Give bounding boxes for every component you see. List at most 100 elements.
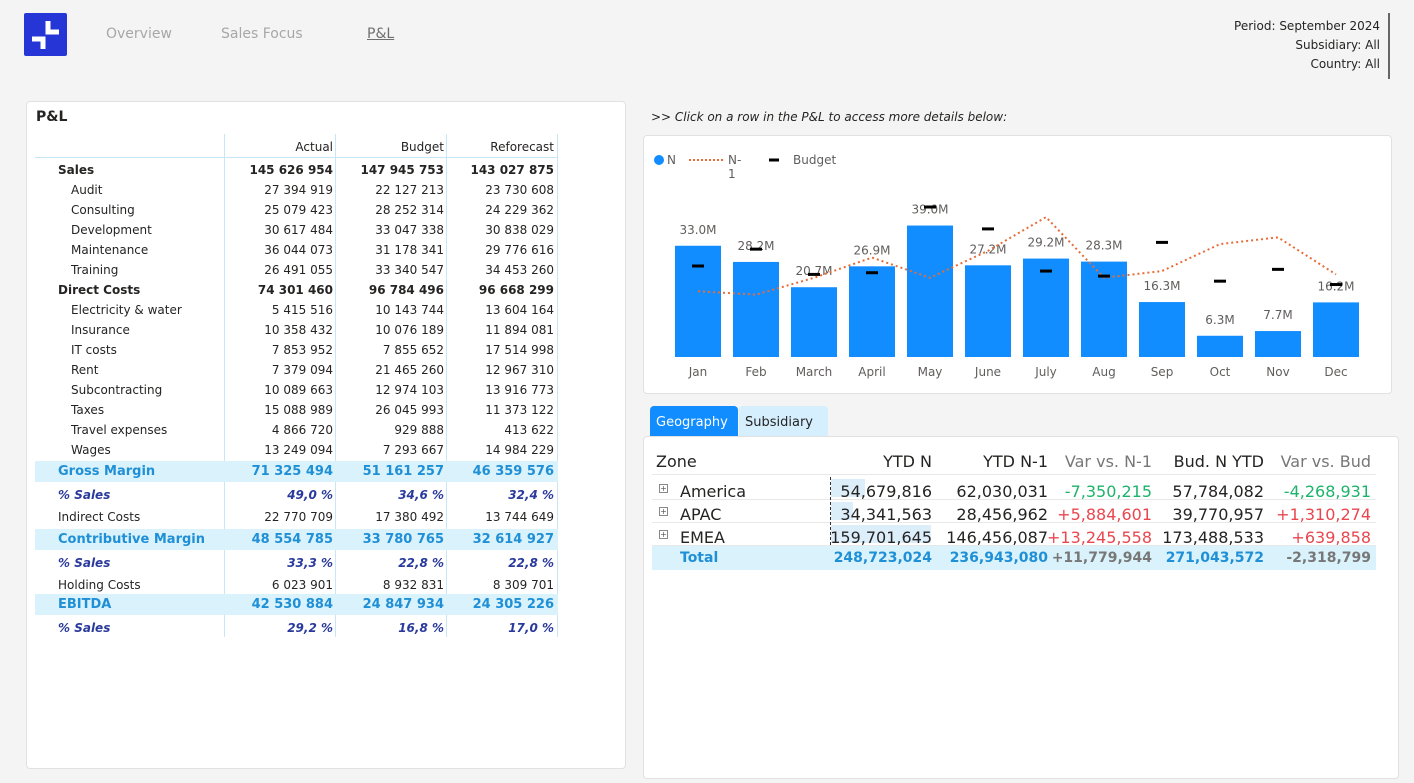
pl-row-label: Travel expenses <box>71 423 168 437</box>
pl-row-label: Sales <box>58 163 95 177</box>
pl-row-label: % Sales <box>58 556 111 570</box>
pl-row-value: 5 415 516 <box>271 303 333 317</box>
bar-nov[interactable] <box>1255 331 1301 357</box>
pl-row[interactable]: Subcontracting 10 089 663 12 974 103 13 916… <box>35 380 558 400</box>
pl-row-value: 12 967 310 <box>485 363 554 377</box>
pl-row-value: 10 143 744 <box>375 303 444 317</box>
pl-row[interactable]: Electricity & water 5 415 516 10 143 744 13… <box>35 300 558 320</box>
pl-row-value: 13 916 773 <box>485 383 554 397</box>
pl-row[interactable]: Consulting 25 079 423 28 252 314 24 229 362 <box>35 200 558 220</box>
bar-may[interactable] <box>907 225 953 357</box>
pl-row-value: 14 984 229 <box>485 443 554 457</box>
pl-row[interactable]: Holding Costs 6 023 901 8 932 831 8 309 701 <box>35 575 558 595</box>
monthly-chart-panel: N N-1 Budget 33.0M Jan 28.2M Feb 20.7M March 2… <box>643 135 1392 394</box>
nav-sales-focus[interactable]: Sales Focus <box>221 26 303 42</box>
pl-row[interactable]: Rent 7 379 094 21 465 260 12 967 310 <box>35 360 558 380</box>
total-ytd-n: 248,723,024 <box>833 550 932 566</box>
col-var-bud[interactable]: Var vs. Bud <box>1280 452 1371 471</box>
pl-row[interactable]: EBITDA 42 530 884 24 847 934 24 305 226 <box>35 594 558 615</box>
pl-row[interactable]: Maintenance 36 044 073 31 178 341 29 776 61… <box>35 240 558 260</box>
pl-title: P&L <box>36 109 68 125</box>
col-budget: Budget <box>400 140 444 154</box>
zone-label: America <box>680 482 746 501</box>
bar-dec[interactable] <box>1313 302 1359 357</box>
pl-row[interactable]: Insurance 10 358 432 10 076 189 11 894 081 <box>35 320 558 340</box>
col-zone[interactable]: Zone <box>656 452 697 471</box>
pl-row-value: 16,8 % <box>398 621 444 635</box>
tab-subsidiary[interactable]: Subsidiary <box>739 406 828 437</box>
expand-icon[interactable]: + <box>659 530 668 539</box>
pl-row[interactable]: Travel expenses 4 866 720 929 888 413 622 <box>35 420 558 440</box>
expand-icon[interactable]: + <box>659 507 668 516</box>
pl-row[interactable]: Contributive Margin 48 554 785 33 780 765 3… <box>35 529 558 550</box>
pl-row-label: % Sales <box>58 488 111 502</box>
tab-geography[interactable]: Geography <box>650 406 738 437</box>
bar-july[interactable] <box>1023 258 1069 357</box>
col-bud-ytd[interactable]: Bud. N YTD <box>1173 452 1264 471</box>
pl-row[interactable]: Taxes 15 088 989 26 045 993 11 373 122 <box>35 400 558 420</box>
cell-bud-ytd: 39,770,957 <box>1172 505 1264 524</box>
pl-row-value: 8 309 701 <box>492 578 554 592</box>
pl-row-value: 33 780 765 <box>362 532 444 547</box>
pl-row-label: Contributive Margin <box>58 532 205 547</box>
matrix-row[interactable]: + APAC 34,341,563 28,456,962 +5,884,601 39,77… <box>652 500 1376 524</box>
expand-icon[interactable]: + <box>659 484 668 493</box>
pl-row[interactable]: Gross Margin 71 325 494 51 161 257 46 359 5… <box>35 461 558 482</box>
x-tick-label: Feb <box>745 365 766 379</box>
data-label: 27.2M <box>969 242 1006 256</box>
pl-row-value: 30 617 484 <box>264 223 333 237</box>
col-ytd-n1[interactable]: YTD N-1 <box>983 452 1048 471</box>
col-ytd-n[interactable]: YTD N <box>883 452 932 471</box>
pl-row[interactable]: % Sales 49,0 % 34,6 % 32,4 % <box>35 485 558 505</box>
pl-row-label: Gross Margin <box>58 464 156 479</box>
total-bud-ytd: 271,043,572 <box>1165 550 1264 566</box>
pl-row-value: 17 380 492 <box>375 510 444 524</box>
cell-ytd-n1: 146,456,087 <box>946 528 1048 547</box>
pl-row[interactable]: % Sales 29,2 % 16,8 % 17,0 % <box>35 618 558 638</box>
bar-jan[interactable] <box>675 245 721 357</box>
x-tick-label: Dec <box>1324 365 1347 379</box>
pl-row[interactable]: Development 30 617 484 33 047 338 30 838 02… <box>35 220 558 240</box>
cell-bud-ytd: 173,488,533 <box>1162 528 1264 547</box>
pl-row-label: Wages <box>71 443 111 457</box>
pl-row-value: 96 784 496 <box>368 283 444 297</box>
pl-row-value: 26 491 055 <box>264 263 333 277</box>
pl-row[interactable]: Audit 27 394 919 22 127 213 23 730 608 <box>35 180 558 200</box>
data-label: 29.2M <box>1027 236 1064 250</box>
bar-june[interactable] <box>965 265 1011 357</box>
ytd-databar <box>831 525 931 543</box>
matrix-row[interactable]: + EMEA 159,701,645 146,456,087 +13,245,558 17… <box>652 523 1376 547</box>
pl-row-label: Rent <box>71 363 99 377</box>
pl-row-value: 51 161 257 <box>362 464 444 479</box>
pl-row-value: 145 626 954 <box>249 163 333 177</box>
pl-row[interactable]: Training 26 491 055 33 340 547 34 453 260 <box>35 260 558 280</box>
matrix-row[interactable]: + America 54,679,816 62,030,031 -7,350,215 57… <box>652 477 1376 501</box>
pl-row-value: 48 554 785 <box>251 532 333 547</box>
pl-row-value: 33 340 547 <box>375 263 444 277</box>
x-tick-label: Nov <box>1266 365 1289 379</box>
pl-row[interactable]: Sales 145 626 954 147 945 753 143 027 875 <box>35 160 558 180</box>
filter-divider <box>1388 13 1390 79</box>
column-divider <box>446 134 447 637</box>
pl-row[interactable]: % Sales 33,3 % 22,8 % 22,8 % <box>35 553 558 573</box>
nav-overview[interactable]: Overview <box>106 26 172 42</box>
bar-sep[interactable] <box>1139 302 1185 357</box>
pl-row-value: 10 076 189 <box>375 323 444 337</box>
bar-feb[interactable] <box>733 261 779 357</box>
col-var-n1[interactable]: Var vs. N-1 <box>1064 452 1152 471</box>
bar-oct[interactable] <box>1197 335 1243 357</box>
pl-row-value: 49,0 % <box>287 488 333 502</box>
pl-row-value: 143 027 875 <box>470 163 554 177</box>
pl-panel: P&L Actual Budget Reforecast Sales 145 62… <box>26 101 626 769</box>
pl-row-value: 26 045 993 <box>375 403 444 417</box>
pl-row[interactable]: Wages 13 249 094 7 293 667 14 984 229 <box>35 440 558 460</box>
pl-row[interactable]: Indirect Costs 22 770 709 17 380 492 13 744… <box>35 507 558 527</box>
data-label: 16.3M <box>1143 279 1180 293</box>
bar-march[interactable] <box>791 287 837 357</box>
nav-pl[interactable]: P&L <box>367 26 395 42</box>
total-var-n1: +11,779,944 <box>1051 550 1152 566</box>
pl-row[interactable]: Direct Costs 74 301 460 96 784 496 96 668 2… <box>35 280 558 300</box>
bar-april[interactable] <box>849 266 895 357</box>
cell-bud-ytd: 57,784,082 <box>1172 482 1264 501</box>
pl-row[interactable]: IT costs 7 853 952 7 855 652 17 514 998 <box>35 340 558 360</box>
